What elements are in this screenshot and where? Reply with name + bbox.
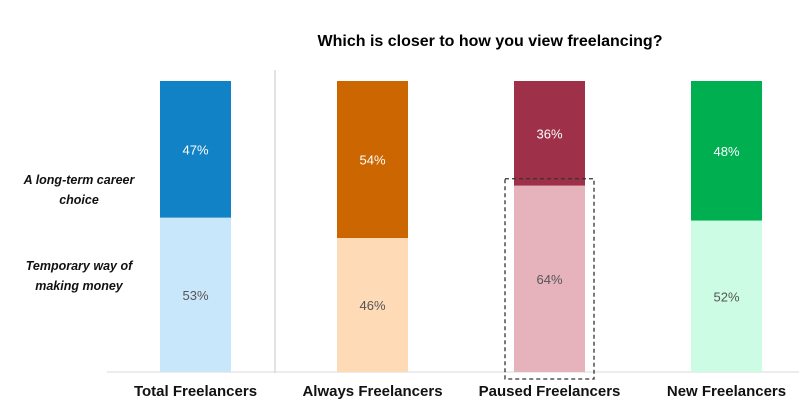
- category-label: Total Freelancers: [134, 383, 257, 400]
- data-label: 54%: [359, 153, 385, 168]
- highlight-box: [504, 178, 595, 380]
- data-label: 53%: [182, 288, 208, 303]
- series-label: A long-term career: [23, 173, 136, 187]
- category-label: Always Freelancers: [302, 383, 442, 400]
- data-label: 48%: [713, 144, 739, 159]
- bar-segment: [160, 81, 231, 218]
- bar-segment: [160, 217, 231, 372]
- series-label: choice: [59, 193, 99, 207]
- data-label: 47%: [182, 142, 208, 157]
- series-label: Temporary way of: [26, 259, 134, 273]
- bar-segment: [514, 185, 585, 372]
- data-label: 64%: [536, 272, 562, 287]
- bar-segment: [514, 81, 585, 186]
- chart-title: Which is closer to how you view freelanc…: [318, 33, 663, 50]
- data-label: 52%: [713, 289, 739, 304]
- bar-segment: [337, 238, 408, 372]
- category-label: Paused Freelancers: [479, 383, 621, 400]
- category-label: New Freelancers: [667, 383, 786, 400]
- data-label: 46%: [359, 298, 385, 313]
- bar-segment: [691, 81, 762, 221]
- series-label: making money: [35, 279, 124, 293]
- data-label: 36%: [536, 126, 562, 141]
- bar-segment: [337, 81, 408, 239]
- bar-segment: [691, 220, 762, 372]
